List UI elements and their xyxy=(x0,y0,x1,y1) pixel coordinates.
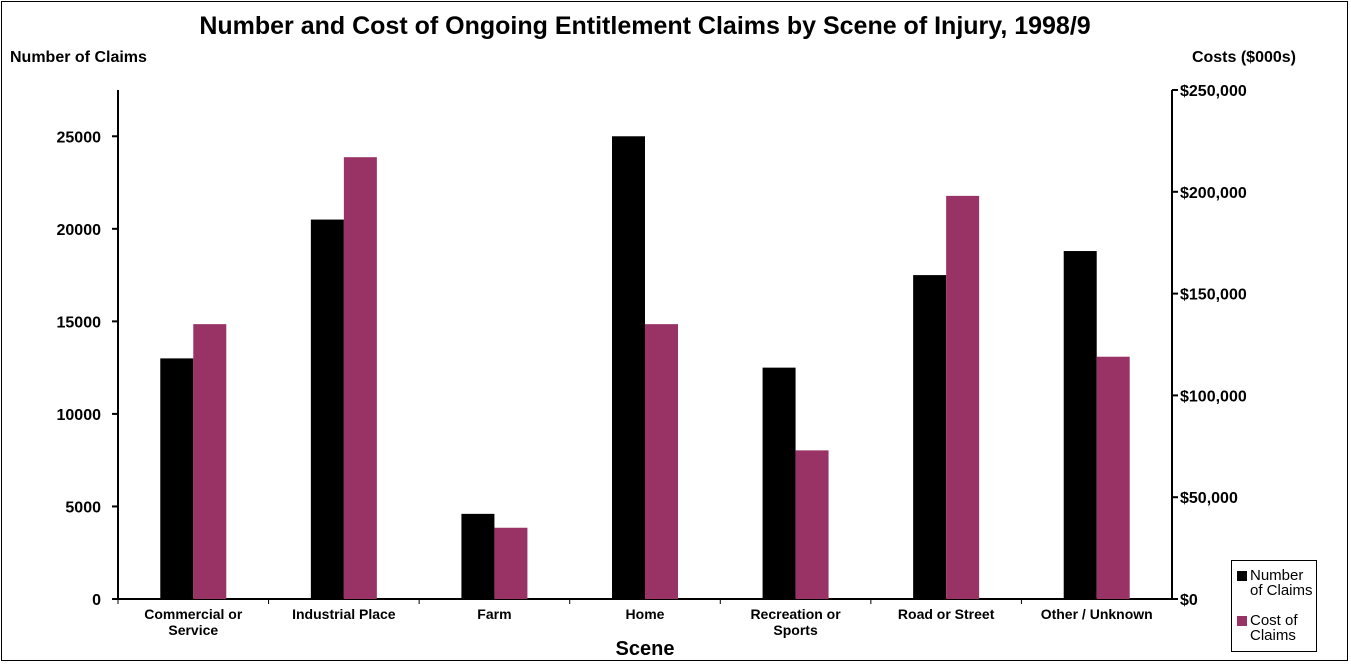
left-tick-label: 5000 xyxy=(65,499,101,516)
x-tick-label: Road or Street xyxy=(898,606,995,622)
x-tick-label: Commercial or xyxy=(144,606,243,622)
legend-swatch-number xyxy=(1237,571,1247,581)
x-tick-label: Farm xyxy=(477,606,511,622)
bar-cost-of-claims xyxy=(1096,356,1130,599)
left-tick-label: 15000 xyxy=(57,314,102,331)
x-tick-label: Sports xyxy=(773,622,818,638)
chart-title: Number and Cost of Ongoing Entitlement C… xyxy=(199,12,1091,40)
left-axis-label: Number of Claims xyxy=(10,49,147,66)
x-tick-label: Service xyxy=(168,622,218,638)
bar-number-of-claims xyxy=(1063,251,1097,599)
right-tick-label: $0 xyxy=(1180,592,1198,609)
legend-item-number: Number of Claims xyxy=(1237,568,1313,598)
chart-legend: Number of Claims Cost of Claims xyxy=(1231,560,1317,652)
right-tick-label: $50,000 xyxy=(1180,490,1238,507)
x-axis-label: Scene xyxy=(615,638,675,660)
right-axis-label: Costs ($000s) xyxy=(1191,49,1296,66)
bar-cost-of-claims xyxy=(494,527,528,599)
right-tick-label: $200,000 xyxy=(1180,185,1247,202)
legend-swatch-cost xyxy=(1237,616,1247,626)
legend-label-cost-1: Cost of xyxy=(1250,612,1298,629)
left-tick-label: 25000 xyxy=(57,129,102,146)
bar-cost-of-claims xyxy=(193,324,227,599)
legend-label-number-2: of Claims xyxy=(1250,582,1313,599)
legend-item-cost: Cost of Claims xyxy=(1237,613,1298,643)
bar-number-of-claims xyxy=(461,513,495,599)
bar-number-of-claims xyxy=(160,358,194,599)
right-tick-label: $250,000 xyxy=(1180,83,1247,100)
x-tick-label: Other / Unknown xyxy=(1041,606,1153,622)
left-tick-label: 0 xyxy=(92,592,101,609)
x-tick-label: Recreation or xyxy=(750,606,841,622)
bar-number-of-claims xyxy=(913,275,947,599)
bar-number-of-claims xyxy=(310,219,344,599)
bar-number-of-claims xyxy=(612,136,645,600)
x-tick-label: Home xyxy=(626,606,665,622)
right-tick-label: $100,000 xyxy=(1180,388,1247,405)
bar-cost-of-claims xyxy=(946,195,980,599)
legend-label-number-1: Number xyxy=(1250,567,1304,584)
right-tick-label: $150,000 xyxy=(1180,287,1247,304)
bar-cost-of-claims xyxy=(645,324,678,599)
bar-number-of-claims xyxy=(762,367,796,599)
left-tick-label: 10000 xyxy=(57,407,102,424)
x-tick-label: Industrial Place xyxy=(292,606,396,622)
bar-cost-of-claims xyxy=(795,450,829,599)
legend-label-cost-2: Claims xyxy=(1250,627,1296,644)
left-tick-label: 20000 xyxy=(57,222,102,239)
bar-cost-of-claims xyxy=(343,157,377,600)
